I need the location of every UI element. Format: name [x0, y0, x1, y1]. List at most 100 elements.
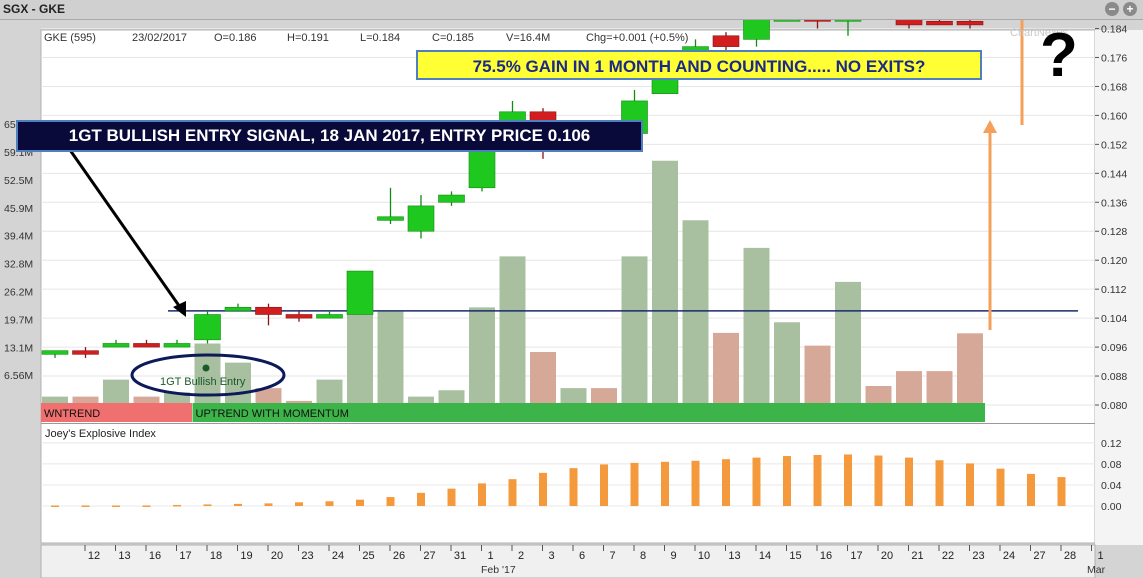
volume-bar [408, 396, 434, 403]
x-tick-label: 25 [362, 550, 374, 562]
indicator-bar [600, 464, 608, 506]
x-tick-label: 21 [911, 550, 923, 562]
indicator-bar [752, 457, 761, 506]
indicator-bars: Joey's Explosive Index [41, 428, 1095, 507]
indicator-bar [234, 503, 242, 506]
volume-bar [42, 396, 68, 403]
entry-arrow-shaft [68, 149, 184, 311]
x-tick-label: 15 [789, 550, 801, 562]
volume-bar [347, 301, 373, 403]
x-tick-label: 7 [609, 550, 615, 562]
uptrend-label: UPTREND WITH MOMENTUM [196, 408, 349, 420]
volume-bar [713, 332, 739, 403]
indicator-tick-label: 0.08 [1101, 459, 1122, 471]
candle-body [72, 350, 99, 355]
chart-background [40, 29, 1143, 578]
candle-body [743, 20, 770, 40]
x-tick-label: 26 [393, 550, 405, 562]
price-tick-label: 0.120 [1101, 255, 1127, 267]
info-volume: V=16.4M [506, 32, 550, 44]
x-tick-label: 14 [759, 550, 771, 562]
price-tick-label: 0.080 [1101, 400, 1127, 412]
info-low: L=0.184 [360, 32, 400, 44]
indicator-bar [661, 461, 669, 506]
minimize-button[interactable]: − [1105, 2, 1119, 16]
x-tick-label: 1 [487, 550, 493, 562]
indicator-bar [813, 454, 822, 506]
x-tick-label: 6 [579, 550, 585, 562]
indicator-bar [508, 479, 517, 506]
indicator-bar [447, 488, 456, 506]
volume-tick-label: 39.4M [4, 231, 33, 243]
volume-bar [896, 371, 922, 403]
indicator-bar [1027, 473, 1035, 506]
x-tick-label: 8 [640, 550, 646, 562]
indicator-title: Joey's Explosive Index [45, 428, 156, 440]
indicator-bar [142, 505, 151, 507]
volume-bar [164, 392, 190, 403]
x-tick-label: 20 [271, 550, 283, 562]
x-tick-label: 17 [179, 550, 191, 562]
trend-band [192, 403, 985, 422]
candle-body [712, 35, 740, 47]
x-tick-label: 27 [1033, 550, 1045, 562]
x-tick-label: 19 [240, 550, 252, 562]
gain-arrow-head [983, 120, 997, 133]
volume-bar [377, 311, 404, 403]
price-tick-label: 0.136 [1101, 197, 1127, 209]
indicator-bar [1057, 477, 1066, 506]
volume-bar [865, 386, 892, 403]
volume-bar [286, 400, 312, 403]
price-tick-label: 0.088 [1101, 371, 1127, 383]
volume-bar [835, 281, 861, 403]
entry-marker-dot [202, 364, 210, 372]
volume-bar [774, 322, 800, 403]
window-title: SGX - GKE [3, 2, 66, 16]
x-tick-label: 2 [518, 550, 524, 562]
x-tick-label: 16 [820, 550, 832, 562]
month-label-feb: Feb '17 [481, 564, 516, 576]
watermark: ChartNexus [1010, 27, 1069, 39]
x-tick-label: 16 [149, 550, 161, 562]
volume-bar [957, 333, 983, 403]
indicator-bar [51, 505, 59, 507]
info-bar: GKE (595) 23/02/2017 O=0.186 H=0.191 L=0.184… [44, 32, 688, 44]
indicator-bar [356, 499, 364, 506]
x-tick-label: 24 [332, 550, 344, 562]
info-close: C=0.185 [432, 32, 474, 44]
candle-body [773, 20, 801, 22]
volume-tick-label: 19.7M [4, 314, 33, 326]
indicator-bar [112, 505, 120, 507]
candle-body [804, 20, 831, 22]
volume-tick-label: 32.8M [4, 259, 33, 271]
candle-body [224, 306, 252, 312]
trend-band [41, 403, 192, 422]
candle-body [255, 306, 282, 315]
indicator-bar [844, 454, 852, 506]
volume-tick-label: 45.9M [4, 203, 33, 215]
info-symbol: GKE (595) [44, 32, 96, 44]
candle-body [834, 20, 862, 22]
candle-body [895, 20, 923, 26]
maximize-button[interactable]: + [1123, 2, 1137, 16]
volume-bar [103, 379, 129, 403]
x-tick-label: 13 [728, 550, 740, 562]
candle-body [285, 314, 313, 319]
candle-body [133, 343, 160, 348]
volume-bar [804, 345, 831, 403]
window-titlebar: SGX - GKE − + [0, 0, 1143, 20]
indicator-tick-label: 0.00 [1101, 501, 1122, 513]
annotations-overlay: 1GT Bullish Entry [68, 20, 1024, 397]
price-tick-label: 0.112 [1101, 284, 1127, 296]
volume-bar [621, 256, 648, 403]
volume-bar [530, 352, 556, 403]
candle-body [438, 194, 465, 203]
info-open: O=0.186 [214, 32, 257, 44]
indicator-bar [417, 492, 425, 506]
volume-bar [926, 371, 953, 403]
x-tick-label: 13 [118, 550, 130, 562]
price-tick-label: 0.144 [1101, 168, 1127, 180]
volume-bar [560, 388, 587, 403]
volume-tick-label: 6.56M [4, 370, 33, 382]
volume-bar [194, 343, 221, 403]
